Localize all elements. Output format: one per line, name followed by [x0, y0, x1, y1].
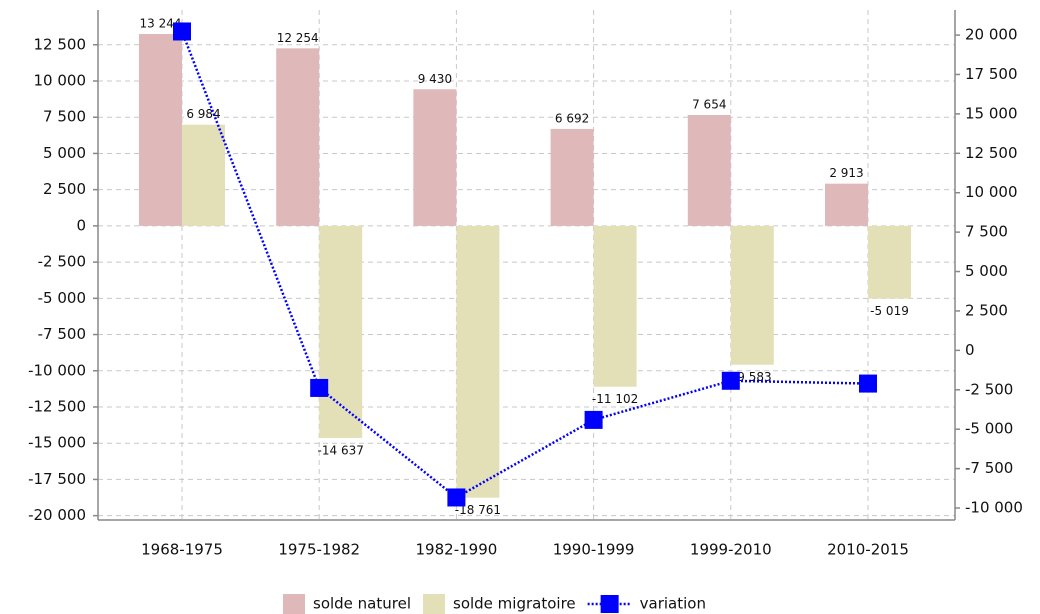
y2-tick-label: 7 500	[965, 223, 1008, 241]
y-tick-label: -20 000	[28, 506, 86, 524]
y-tick-label: -5 000	[38, 289, 86, 307]
value-label: -18 761	[455, 503, 501, 517]
y2-tick-label: 20 000	[965, 26, 1018, 44]
bar	[730, 225, 774, 365]
legend-swatch	[423, 594, 445, 614]
bar	[825, 183, 868, 226]
y-tick-label: -12 500	[28, 397, 86, 415]
bar	[868, 225, 911, 299]
bar	[687, 114, 731, 226]
value-label: -14 637	[318, 443, 364, 457]
bar	[593, 225, 637, 387]
line-marker	[310, 378, 329, 397]
value-label: 2 913	[829, 166, 863, 180]
y2-tick-label: 0	[965, 341, 975, 359]
y-tick-label: 2 500	[43, 180, 86, 198]
y-tick-label: -17 500	[28, 470, 86, 488]
y-tick-label: 10 000	[34, 71, 87, 89]
line-marker	[859, 374, 877, 393]
line-marker	[721, 371, 740, 390]
legend-marker	[600, 595, 619, 613]
line-marker	[447, 488, 466, 507]
legend-swatch	[283, 594, 305, 614]
legend-label: variation	[640, 595, 706, 613]
line	[180, 31, 869, 499]
bar	[319, 225, 363, 438]
y2-tick-label: 2 500	[965, 301, 1008, 319]
y2-tick-label: 5 000	[965, 262, 1008, 280]
x-tick-label: 1999-2010	[690, 541, 772, 559]
line-marker	[584, 410, 603, 429]
value-label: -11 102	[592, 392, 638, 406]
value-label: 7 654	[692, 97, 726, 111]
y-tick-label: -7 500	[38, 325, 86, 343]
y-tick-label: 7 500	[43, 108, 86, 126]
bar	[139, 33, 182, 226]
value-label: 6 692	[555, 111, 589, 125]
y-tick-label: -2 500	[38, 253, 86, 271]
line-marker	[173, 22, 191, 41]
bar	[550, 128, 594, 226]
y2-tick-label: 12 500	[965, 144, 1018, 162]
y-tick-label: 5 000	[43, 144, 86, 162]
y2-tick-label: 15 000	[965, 104, 1018, 122]
y-tick-label: -15 000	[28, 434, 86, 452]
y2-tick-label: -7 500	[965, 459, 1013, 477]
bar	[276, 48, 320, 226]
y2-tick-label: -5 000	[965, 420, 1013, 438]
x-tick-label: 1968-1975	[141, 541, 223, 559]
y2-tick-label: -2 500	[965, 380, 1013, 398]
x-tick-label: 1990-1999	[553, 541, 635, 559]
value-label: 12 254	[277, 31, 319, 45]
legend-label: solde naturel	[313, 595, 411, 613]
value-label: 9 430	[418, 72, 452, 86]
y2-tick-label: 10 000	[965, 183, 1018, 201]
y-tick-label: 0	[76, 216, 86, 234]
x-tick-label: 1982-1990	[416, 541, 498, 559]
bar	[456, 225, 500, 498]
legend-label: solde migratoire	[453, 595, 576, 613]
x-tick-label: 2010-2015	[827, 541, 909, 559]
y-tick-label: 12 500	[34, 35, 87, 53]
y-tick-label: -10 000	[28, 361, 86, 379]
value-label: 13 244	[140, 16, 182, 30]
value-label: -5 019	[870, 304, 909, 318]
y2-tick-label: 17 500	[965, 65, 1018, 83]
bar	[413, 89, 457, 226]
y2-tick-label: -10 000	[965, 499, 1023, 517]
x-tick-label: 1975-1982	[278, 541, 360, 559]
bar	[182, 124, 225, 226]
